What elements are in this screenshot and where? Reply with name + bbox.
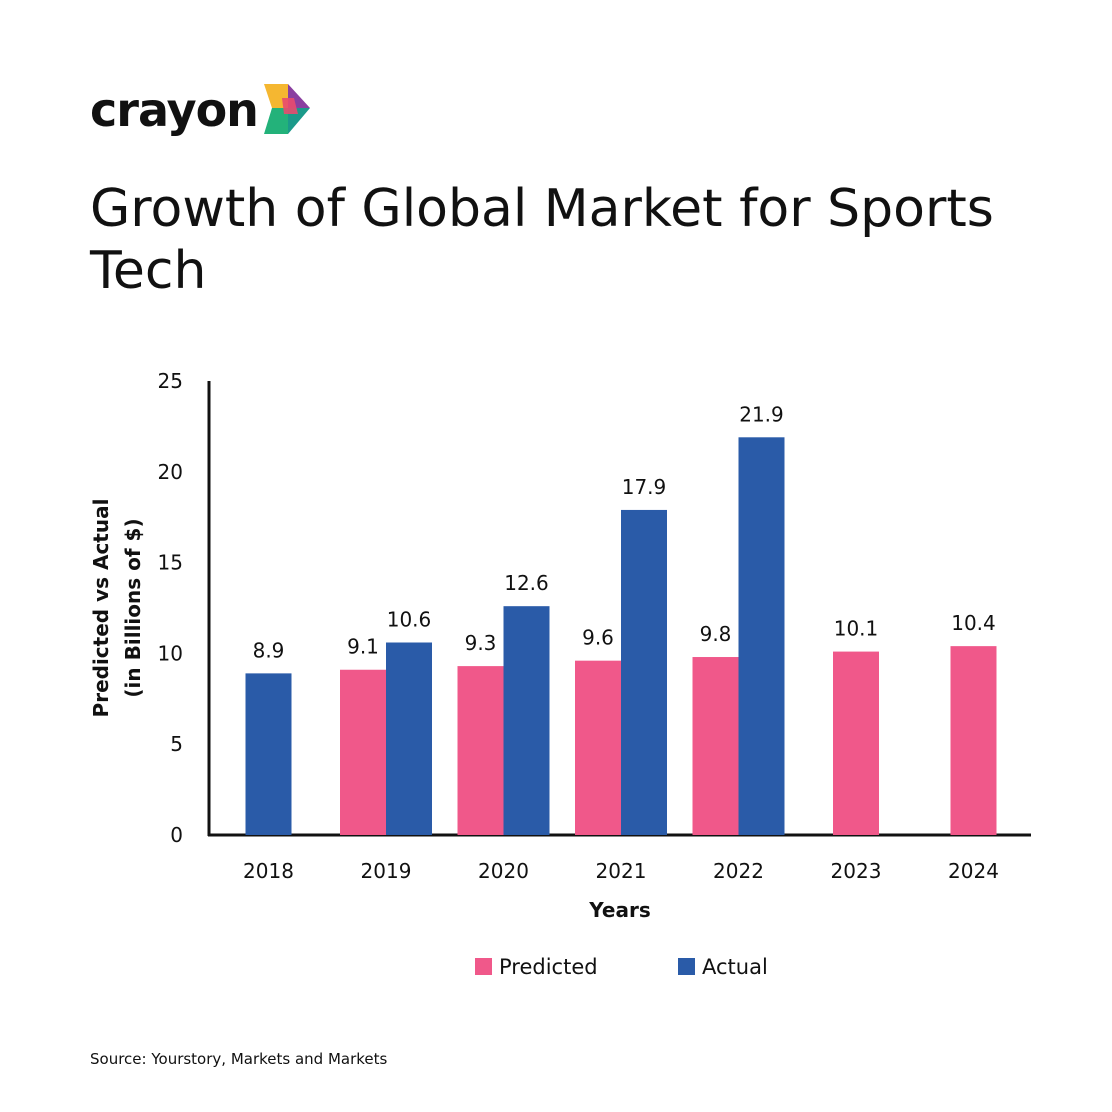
- data-label: 12.6: [504, 571, 549, 595]
- y-tick-label: 20: [158, 460, 183, 484]
- data-label: 21.9: [739, 402, 784, 426]
- y-axis-label: Predicted vs Actual: [89, 499, 113, 718]
- x-tick-label: 2022: [713, 859, 764, 883]
- y-tick-label: 5: [170, 732, 183, 756]
- data-label: 10.1: [834, 617, 879, 641]
- crayon-logo: crayon: [90, 80, 310, 140]
- logo-arrow-icon: [264, 84, 310, 134]
- bar-actual-2018: [245, 673, 292, 835]
- bar-actual-2019: [386, 642, 432, 835]
- data-label: 10.4: [951, 611, 996, 635]
- chart-title: Growth of Global Market for Sports Tech: [90, 179, 994, 301]
- bar-predicted-2022: [692, 657, 739, 835]
- data-label: 9.3: [465, 631, 497, 655]
- data-label: 9.8: [700, 622, 732, 646]
- source-note: Source: Yourstory, Markets and Markets: [90, 1050, 388, 1068]
- y-tick-label: 0: [170, 823, 183, 847]
- y-tick-label: 15: [158, 551, 183, 575]
- legend-swatch-actual: [678, 958, 695, 975]
- bar-predicted-2023: [833, 651, 879, 835]
- bar-actual-2021: [621, 509, 667, 835]
- x-tick-label: 2019: [361, 859, 412, 883]
- data-label: 8.9: [253, 638, 285, 662]
- legend-label-predicted: Predicted: [499, 955, 598, 979]
- legend-label-actual: Actual: [702, 955, 768, 979]
- bar-actual-2022: [738, 437, 785, 835]
- data-label: 9.1: [347, 635, 379, 659]
- data-label: 17.9: [622, 475, 667, 499]
- bar-predicted-2021: [575, 660, 621, 835]
- x-tick-label: 2021: [596, 859, 647, 883]
- bar-chart: 0 5 10 15 20 25 8.9 2018 9.1 10.6 2019 9.3 12.6 2020 9…: [89, 369, 1031, 979]
- x-tick-label: 2018: [243, 859, 294, 883]
- data-label: 10.6: [387, 608, 432, 632]
- bar-predicted-2020: [457, 666, 504, 835]
- x-axis-label: Years: [588, 898, 650, 922]
- y-tick-label: 25: [158, 369, 183, 393]
- bar-actual-2020: [503, 606, 550, 835]
- y-axis-label-unit: (in Billions of $): [121, 518, 145, 697]
- legend-swatch-predicted: [475, 958, 492, 975]
- logo-text: crayon: [90, 83, 259, 137]
- bar-predicted-2024: [950, 646, 997, 835]
- data-label: 9.6: [582, 626, 614, 650]
- x-tick-label: 2023: [831, 859, 882, 883]
- x-tick-label: 2020: [478, 859, 529, 883]
- bar-predicted-2019: [340, 669, 386, 835]
- x-tick-label: 2024: [948, 859, 999, 883]
- y-tick-label: 10: [158, 641, 183, 665]
